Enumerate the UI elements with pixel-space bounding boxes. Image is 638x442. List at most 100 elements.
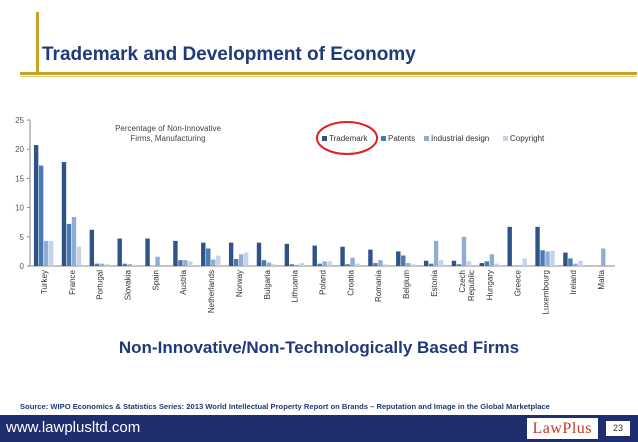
bar-trademark — [228, 242, 234, 266]
y-tick-label: 15 — [15, 174, 24, 183]
x-tick-label: Malta — [597, 269, 606, 289]
legend-swatch — [424, 136, 429, 141]
bar-patents — [428, 263, 434, 266]
bar-copyright — [438, 260, 444, 266]
bar-patents — [94, 263, 100, 266]
x-tick-label: Turkey — [40, 270, 49, 294]
bar-industrial-design — [433, 240, 439, 266]
bar-industrial-design — [601, 248, 606, 266]
bar-copyright — [494, 263, 500, 266]
bar-trademark — [256, 242, 262, 266]
bar-trademark — [33, 145, 39, 266]
bar-industrial-design — [71, 216, 77, 266]
x-tick-label: Bulgaria — [263, 269, 272, 299]
title-accent-bar — [36, 12, 39, 75]
x-tick-label: Austria — [179, 269, 188, 294]
legend-label: Industrial design — [431, 134, 489, 143]
bar-trademark — [396, 251, 401, 266]
bar-trademark — [145, 238, 150, 266]
bar-patents — [261, 260, 267, 266]
bar-trademark — [89, 229, 95, 266]
bar-trademark — [479, 263, 485, 266]
bar-industrial-design — [127, 264, 132, 266]
title-underline — [20, 72, 637, 75]
bar-patents — [233, 258, 239, 266]
legend-swatch — [322, 136, 327, 141]
bar-industrial-design — [573, 263, 578, 266]
source-note: Source: WIPO Economics & Statistics Seri… — [20, 402, 550, 411]
bar-copyright — [355, 263, 360, 266]
bar-trademark — [201, 242, 206, 266]
bar-trademark — [368, 249, 373, 266]
bar-copyright — [271, 264, 277, 266]
x-tick-label: Ireland — [569, 270, 578, 294]
bar-industrial-design — [294, 264, 300, 266]
bar-patents — [38, 165, 44, 266]
bar-patents — [568, 258, 573, 266]
slide-title: Trademark and Development of Economy — [42, 44, 416, 65]
chart-title-line: Percentage of Non-Innovative — [115, 124, 221, 133]
y-tick-label: 25 — [15, 116, 24, 125]
bar-patents — [540, 250, 545, 266]
bar-patents — [401, 255, 406, 266]
bar-trademark — [535, 226, 540, 266]
bar-patents — [206, 248, 211, 266]
bar-copyright — [327, 261, 332, 266]
bar-trademark — [284, 243, 290, 266]
bar-copyright — [411, 264, 416, 266]
x-tick-label: Hungary — [486, 270, 495, 300]
x-tick-label: Netherlands — [207, 270, 216, 313]
bar-patents — [373, 263, 378, 266]
bar-patents — [178, 260, 183, 266]
x-tick-label: Croatia — [346, 269, 355, 295]
bar-copyright — [299, 263, 305, 266]
lawplus-logo: LawPlus — [526, 418, 598, 439]
bar-copyright — [466, 261, 472, 266]
x-tick-label: Lithuania — [291, 269, 300, 302]
bar-industrial-design — [43, 240, 49, 266]
bar-copyright — [243, 252, 249, 266]
y-tick-label: 5 — [20, 233, 25, 242]
bar-trademark — [61, 162, 67, 266]
bar-trademark — [507, 226, 512, 266]
x-tick-label: Norway — [235, 270, 244, 297]
legend-label: Trademark — [329, 134, 368, 143]
bar-industrial-design — [211, 259, 216, 266]
page-number: 23 — [606, 421, 630, 436]
y-tick-label: 0 — [20, 262, 25, 271]
x-tick-label: Republic — [467, 270, 476, 301]
y-tick-label: 10 — [15, 204, 24, 213]
bar-industrial-design — [545, 251, 550, 266]
bar-copyright — [104, 264, 110, 266]
bar-copyright — [216, 255, 221, 266]
x-tick-label: Belgium — [402, 270, 411, 299]
bar-trademark — [312, 245, 317, 266]
highlight-circle — [316, 121, 378, 155]
website-link[interactable]: www.lawplusltd.com — [6, 419, 141, 436]
bar-copyright — [188, 261, 193, 266]
bar-industrial-design — [238, 254, 244, 266]
bar-trademark — [423, 260, 429, 266]
bar-patents — [122, 263, 127, 266]
x-tick-label: France — [68, 269, 77, 294]
x-tick-label: Greece — [514, 269, 523, 296]
footer-bar: www.lawplusltd.com LawPlus 23 — [0, 415, 638, 442]
bar-industrial-design — [350, 257, 355, 266]
legend-swatch — [381, 136, 386, 141]
x-tick-label: Czech — [458, 270, 467, 293]
bar-industrial-design — [378, 260, 383, 266]
bar-chart: 0 5 10 15 20 25 Turkey France Portugal Slovakia Sp… — [15, 116, 615, 314]
x-tick-label: Romania — [374, 269, 383, 302]
bar-industrial-design — [99, 263, 105, 266]
bar-copyright — [48, 240, 54, 266]
bar-copyright — [578, 260, 583, 266]
bar-industrial-design — [183, 260, 188, 266]
bar-industrial-design — [155, 256, 160, 266]
legend-label: Copyright — [510, 134, 545, 143]
bar-copyright — [132, 264, 137, 266]
bar-industrial-design — [322, 261, 327, 266]
x-tick-label: Poland — [319, 270, 328, 295]
bar-trademark — [117, 238, 122, 266]
bar-copyright — [550, 250, 555, 266]
bar-copyright — [76, 246, 82, 266]
